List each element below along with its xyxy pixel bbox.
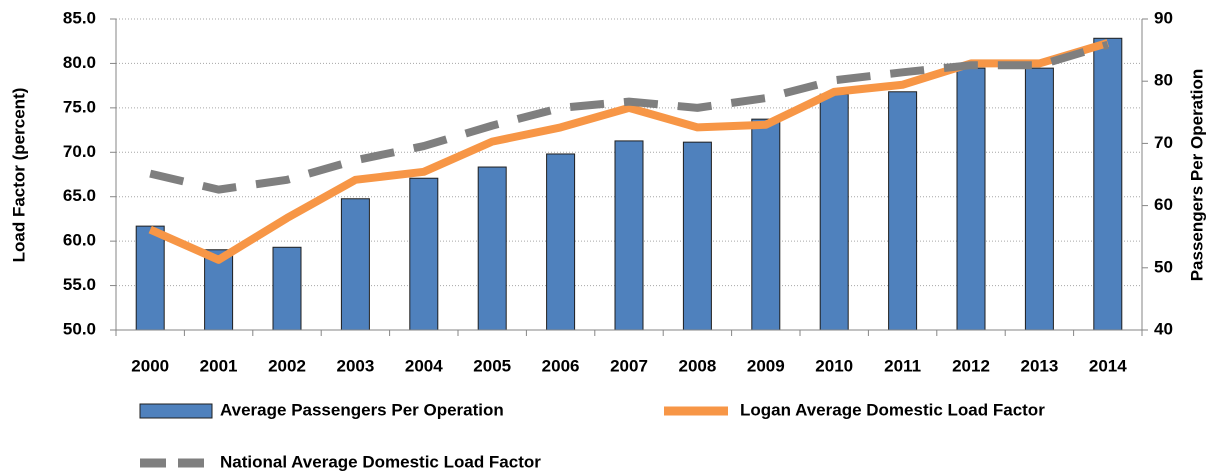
bar xyxy=(135,225,165,331)
y-tick-label: 60.0 xyxy=(63,231,96,250)
x-tick-label: 2004 xyxy=(405,356,443,375)
y2-tick-label: 80 xyxy=(1154,71,1173,90)
bar xyxy=(751,118,781,331)
bar xyxy=(477,166,507,331)
bar xyxy=(819,93,849,331)
bar xyxy=(614,140,644,331)
y2-tick-label: 90 xyxy=(1154,8,1173,27)
bar xyxy=(272,246,302,331)
x-tick-label: 2001 xyxy=(200,356,238,375)
y-tick-label: 70.0 xyxy=(63,142,96,161)
legend-swatch xyxy=(139,403,213,419)
y-tick-label: 50.0 xyxy=(63,319,96,338)
y2-tick-label: 60 xyxy=(1154,195,1173,214)
x-tick-label: 2006 xyxy=(542,356,580,375)
y-tick-label: 55.0 xyxy=(63,275,96,294)
x-tick-label: 2012 xyxy=(952,356,990,375)
x-tick-label: 2011 xyxy=(884,356,921,375)
legend-label: National Average Domestic Load Factor xyxy=(220,452,541,471)
y2-tick-label: 70 xyxy=(1154,133,1173,152)
bar xyxy=(1093,37,1123,331)
x-tick-label: 2000 xyxy=(131,356,169,375)
bar xyxy=(956,67,986,331)
y-axis-title: Load Factor (percent) xyxy=(9,88,28,263)
x-tick-label: 2005 xyxy=(473,356,511,375)
x-tick-label: 2014 xyxy=(1089,356,1127,375)
x-tick-label: 2008 xyxy=(678,356,716,375)
x-tick-label: 2013 xyxy=(1020,356,1058,375)
x-tick-label: 2010 xyxy=(815,356,853,375)
bar xyxy=(682,141,712,331)
x-tick-label: 2007 xyxy=(610,356,648,375)
y2-tick-label: 40 xyxy=(1154,319,1173,338)
y2-tick-label: 50 xyxy=(1154,257,1173,276)
bar xyxy=(1024,67,1054,331)
bar xyxy=(340,198,370,331)
legend-label: Average Passengers Per Operation xyxy=(220,400,504,419)
bar xyxy=(546,153,576,331)
bar xyxy=(888,91,918,331)
legend-label: Logan Average Domestic Load Factor xyxy=(740,400,1045,419)
x-tick-label: 2009 xyxy=(747,356,785,375)
dashed-line xyxy=(149,40,1109,194)
y-tick-label: 85.0 xyxy=(63,8,96,27)
y-tick-label: 65.0 xyxy=(63,186,96,205)
y-tick-label: 80.0 xyxy=(63,53,96,72)
y2-axis-title: Passengers Per Operation xyxy=(1187,69,1206,282)
y-tick-label: 75.0 xyxy=(63,97,96,116)
bar xyxy=(409,177,439,331)
x-tick-label: 2003 xyxy=(336,356,374,375)
x-tick-label: 2002 xyxy=(268,356,306,375)
